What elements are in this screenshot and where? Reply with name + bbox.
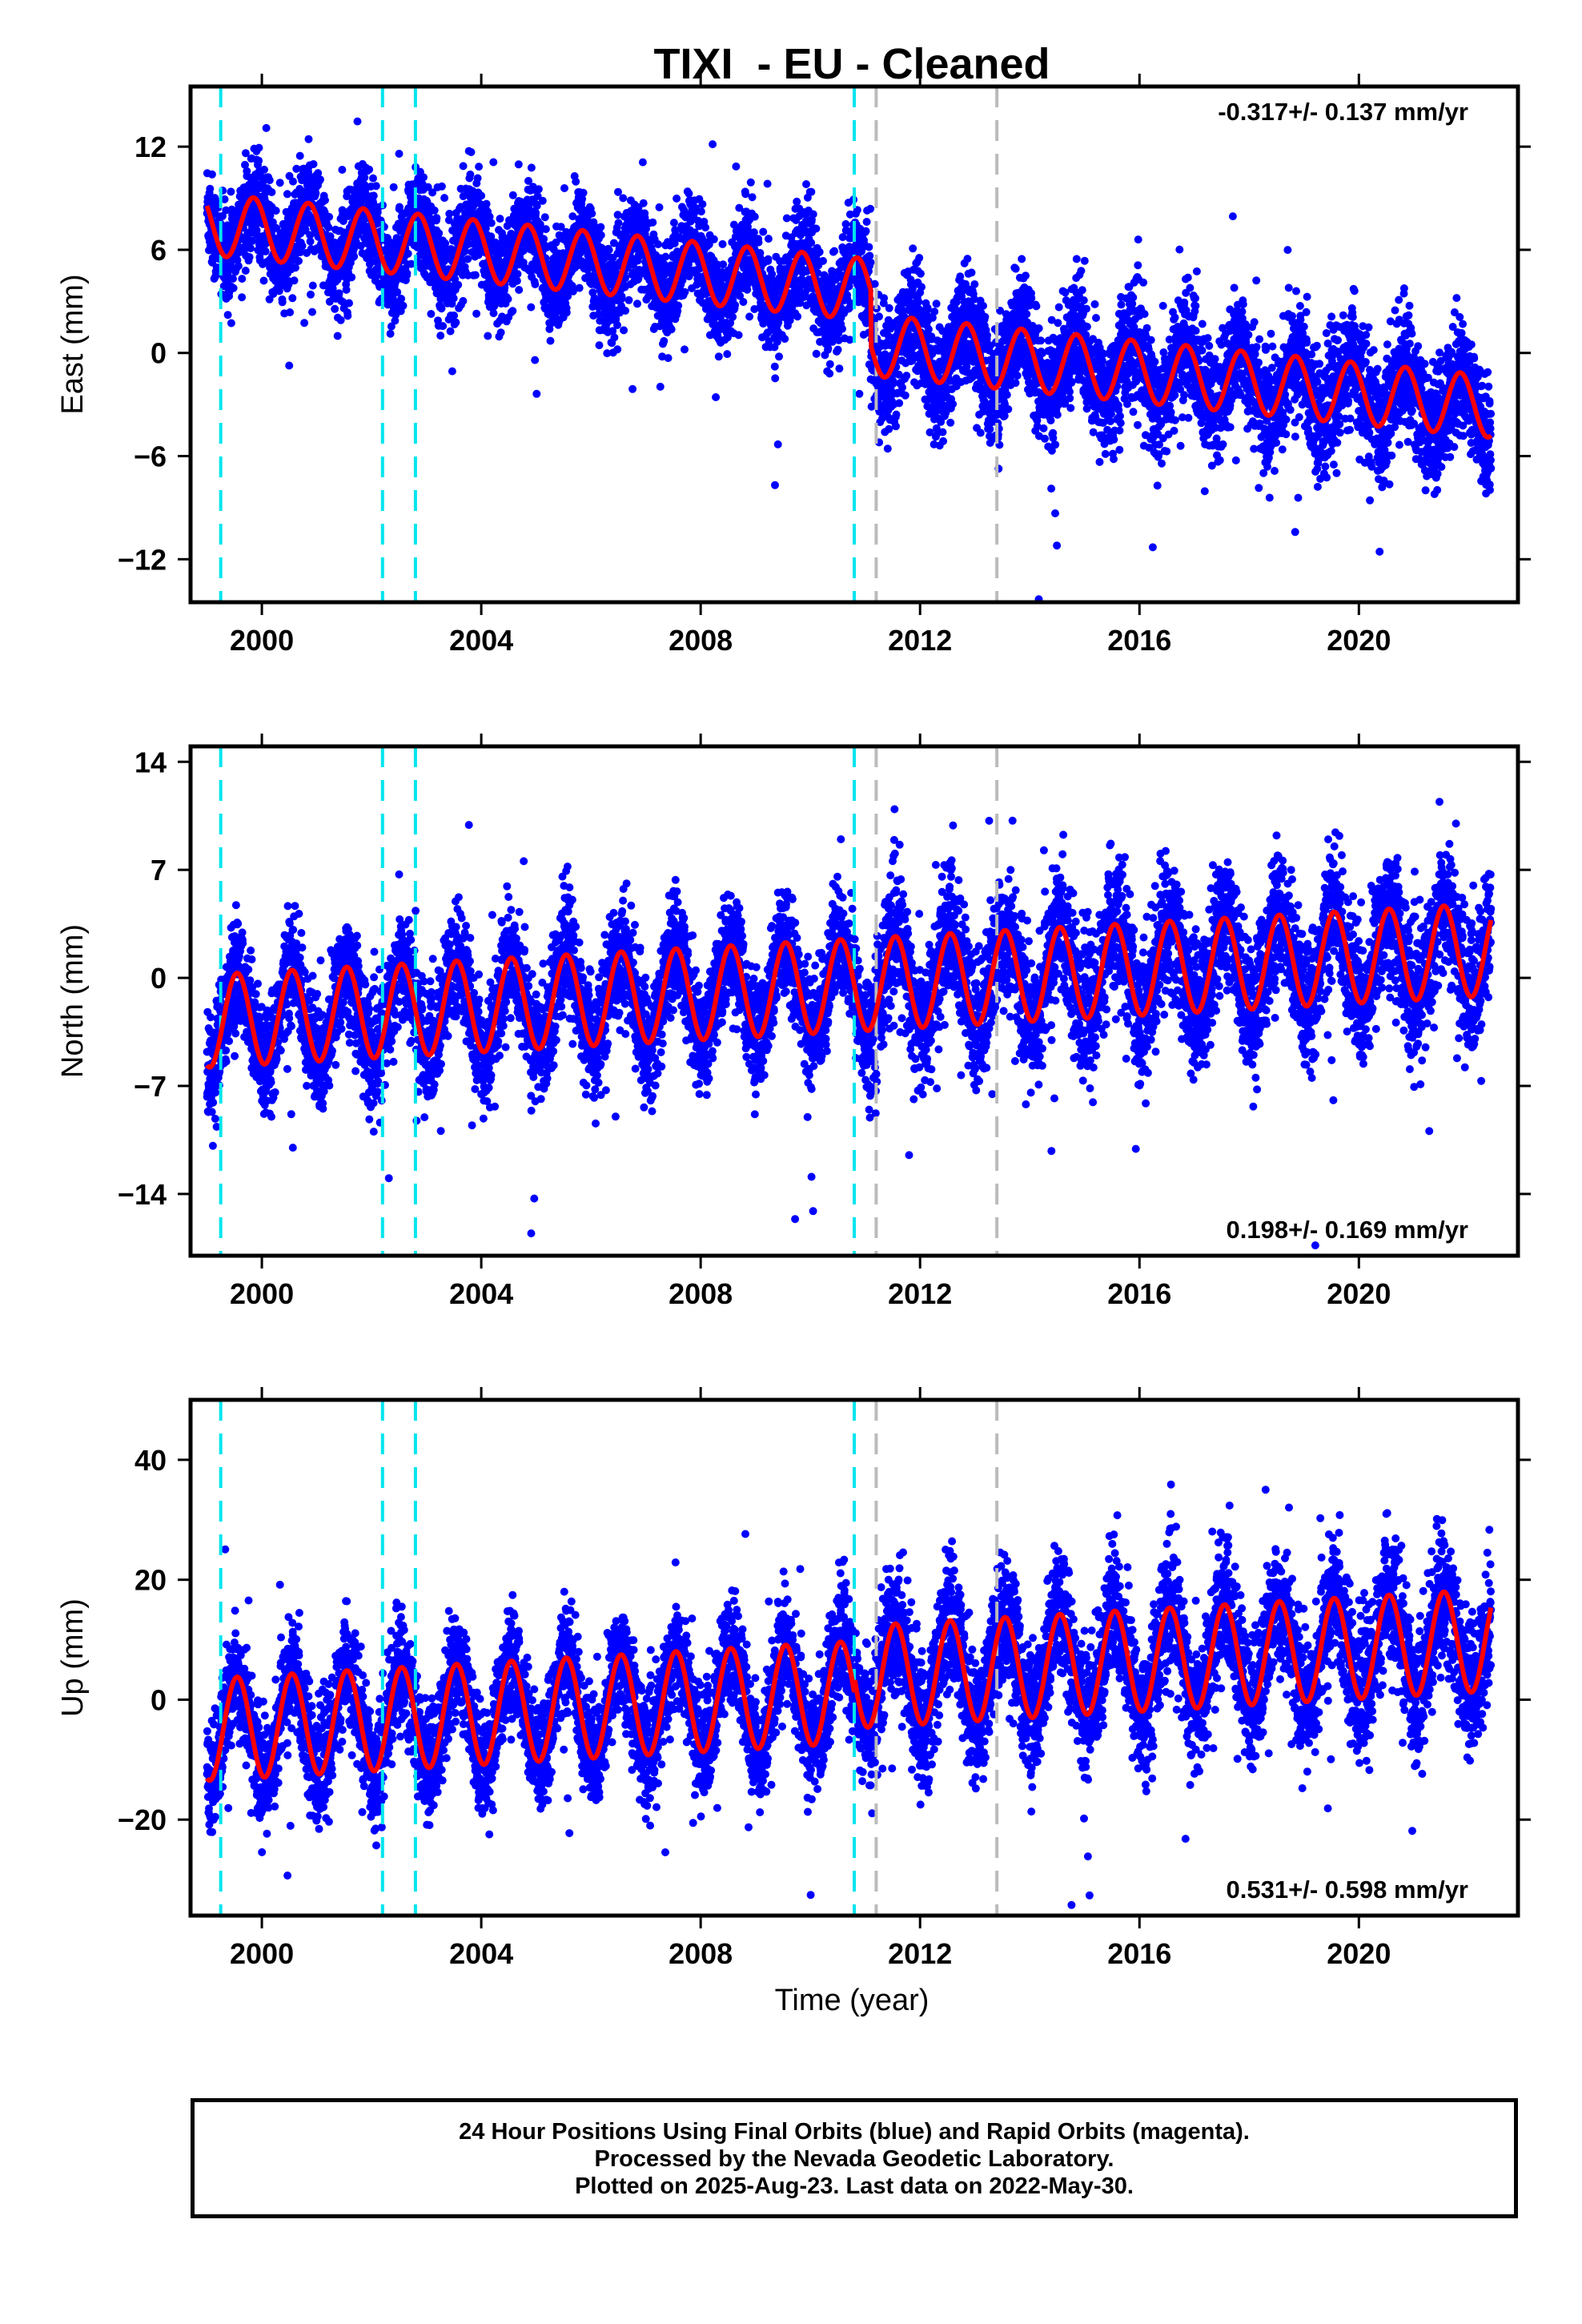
y-tick-label: −12	[118, 543, 167, 576]
y-tick-label: 0	[151, 962, 167, 995]
y-axis-label: East (mm)	[56, 274, 90, 414]
y-tick-label: −6	[134, 440, 167, 473]
chart-title: TIXI - EU - Cleaned	[653, 40, 1050, 88]
footer-line-2: Processed by the Nevada Geodetic Laborat…	[195, 2145, 1514, 2173]
x-tick-label: 2016	[1107, 624, 1171, 657]
y-tick-label: 12	[135, 131, 167, 163]
x-tick-label: 2008	[669, 1277, 733, 1310]
x-tick-label: 2008	[669, 624, 733, 657]
y-tick-label: 7	[151, 854, 167, 887]
panel-north: 2000 2004 2008 2012 2016 2020 14 7 0 −7 −14 North (…	[56, 734, 1531, 1310]
rate-label: -0.317+/- 0.137 mm/yr	[1218, 98, 1468, 126]
x-tick-label: 2004	[449, 1277, 513, 1310]
x-tick-label: 2000	[230, 1277, 294, 1310]
rate-label: 0.198+/- 0.169 mm/yr	[1227, 1216, 1468, 1244]
y-tick-label: 20	[135, 1564, 167, 1597]
x-tick-label: 2020	[1327, 1277, 1391, 1310]
y-tick-label: 0	[151, 337, 167, 370]
rate-label: 0.531+/- 0.598 mm/yr	[1227, 1876, 1468, 1904]
x-tick-label: 2012	[888, 1277, 952, 1310]
y-axis-label: North (mm)	[56, 924, 90, 1078]
x-tick-label: 2004	[449, 624, 513, 657]
x-tick-label: 2000	[230, 1937, 294, 1970]
x-axis-label: Time (year)	[775, 1984, 930, 2017]
x-tick-label: 2020	[1327, 624, 1391, 657]
x-tick-label: 2004	[449, 1937, 513, 1970]
y-axis-label: Up (mm)	[56, 1598, 90, 1717]
x-tick-label: 2020	[1327, 1937, 1391, 1970]
panel-up: 2000 2004 2008 2012 2016 2020 40 20 0 −20 Up (mm) 0…	[56, 1387, 1531, 1970]
y-tick-label: 14	[135, 746, 167, 778]
footer-caption-box: 24 Hour Positions Using Final Orbits (bl…	[191, 2098, 1518, 2218]
y-tick-label: −7	[134, 1070, 167, 1103]
y-tick-label: 6	[151, 234, 167, 267]
x-tick-label: 2016	[1107, 1277, 1171, 1310]
footer-line-1: 24 Hour Positions Using Final Orbits (bl…	[195, 2118, 1514, 2145]
y-tick-label: 0	[151, 1683, 167, 1716]
x-tick-label: 2000	[230, 624, 294, 657]
y-tick-label: 40	[135, 1444, 167, 1477]
y-tick-label: −20	[118, 1803, 167, 1836]
y-tick-label: −14	[118, 1178, 167, 1211]
x-tick-label: 2012	[888, 1937, 952, 1970]
x-tick-label: 2012	[888, 624, 952, 657]
x-tick-label: 2008	[669, 1937, 733, 1970]
x-tick-label: 2016	[1107, 1937, 1171, 1970]
panel-east: 2000 2004 2008 2012 2016 2020 12 6 0 −6 −12 East (m…	[56, 13, 1531, 657]
footer-line-3: Plotted on 2025-Aug-23. Last data on 202…	[195, 2173, 1514, 2200]
